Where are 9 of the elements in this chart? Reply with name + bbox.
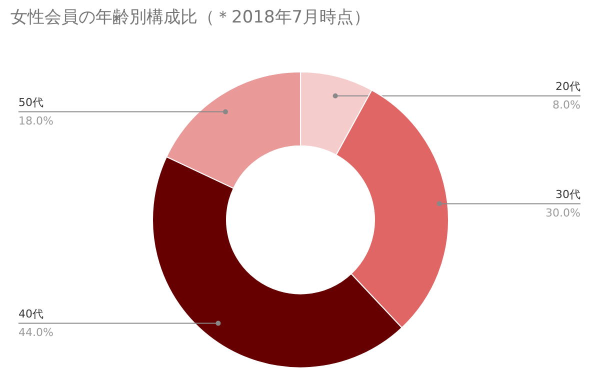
slice-label: 40代 <box>18 308 44 321</box>
slice-label: 50代 <box>18 96 44 110</box>
chart-title: 女性会員の年齢別構成比（＊2018年7月時点） <box>10 8 371 28</box>
slice-label: 30代 <box>556 188 581 202</box>
data-label: 8.0% <box>552 98 581 112</box>
slice-label: 20代 <box>556 80 581 94</box>
data-label: 18.0% <box>18 114 54 128</box>
data-label: 30.0% <box>546 206 581 220</box>
data-label: 44.0% <box>18 326 54 340</box>
